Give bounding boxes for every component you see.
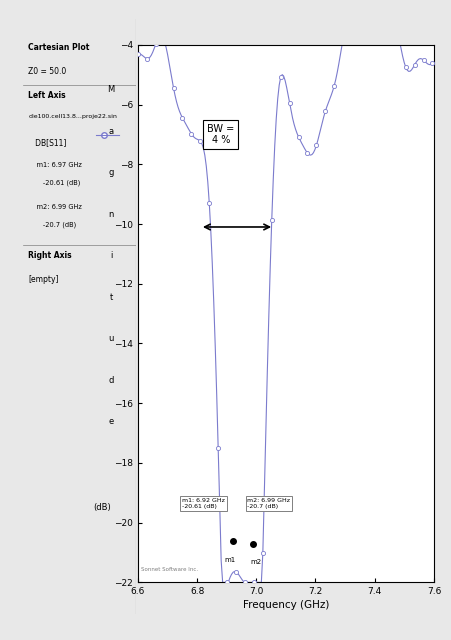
Text: m1: 6.92 GHz
-20.61 (dB): m1: 6.92 GHz -20.61 (dB) [182,498,225,509]
Text: -20.7 (dB): -20.7 (dB) [28,221,76,228]
Text: a: a [108,127,114,136]
Text: (dB): (dB) [93,503,111,512]
Text: M: M [107,85,115,94]
Text: DB[S11]: DB[S11] [28,138,66,147]
Text: n: n [108,210,114,219]
Text: i: i [110,252,112,260]
Text: d: d [108,376,114,385]
Text: m2: 6.99 GHz: m2: 6.99 GHz [28,204,82,210]
Text: m2: m2 [250,559,261,566]
Text: Sonnet Software Inc.: Sonnet Software Inc. [141,566,198,572]
Text: m2: 6.99 GHz
-20.7 (dB): m2: 6.99 GHz -20.7 (dB) [247,498,290,509]
Text: m1: 6.97 GHz: m1: 6.97 GHz [28,162,82,168]
Text: [empty]: [empty] [28,275,59,284]
Text: Right Axis: Right Axis [28,252,72,260]
Text: t: t [109,293,113,302]
Text: -20.61 (dB): -20.61 (dB) [28,180,80,186]
Text: g: g [108,168,114,177]
Text: Cartesian Plot: Cartesian Plot [28,43,89,52]
X-axis label: Frequency (GHz): Frequency (GHz) [242,600,328,611]
Text: Z0 = 50.0: Z0 = 50.0 [28,67,66,76]
Text: die100.cell13.8...proje22.sin: die100.cell13.8...proje22.sin [28,115,117,120]
Text: m1: m1 [224,557,235,563]
Text: u: u [108,334,114,343]
Text: BW =
4 %: BW = 4 % [207,124,234,145]
Text: e: e [108,417,114,426]
Text: Left Axis: Left Axis [28,91,66,100]
